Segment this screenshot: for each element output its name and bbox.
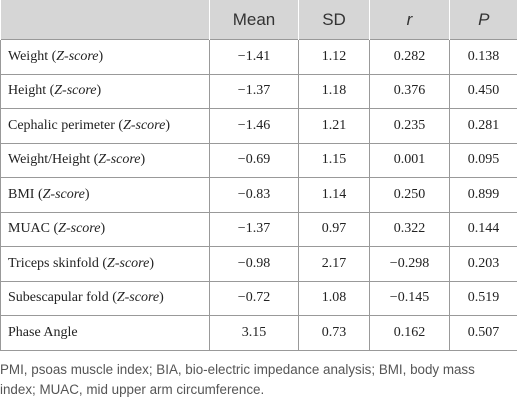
cell: 1.15 [298, 142, 370, 178]
label-part: Z-score [116, 290, 160, 306]
row-label: Height (Z-score) [0, 73, 210, 109]
cell: 0.519 [449, 280, 517, 316]
label-part: ) [98, 48, 104, 64]
cell: 0.899 [449, 177, 517, 213]
cell: 0.282 [369, 39, 450, 75]
footnote: PMI, psoas muscle index; BIA, bio-electr… [0, 361, 475, 397]
label-part: MUAC ( [8, 221, 59, 237]
cell: 1.21 [298, 108, 370, 144]
label-part: Height ( [8, 83, 55, 99]
table-row: Subescapular fold (Z-score) −0.72 1.08 −0.1… [0, 280, 517, 316]
cell: −0.69 [209, 142, 299, 178]
label-part: ) [100, 221, 106, 237]
cell: 0.97 [298, 211, 370, 247]
cell: −0.98 [209, 246, 299, 282]
label-part: Z-score [98, 152, 141, 168]
label-part: ) [96, 83, 102, 99]
label-part: Z-score [58, 221, 101, 237]
table-row: Phase Angle 3.15 0.73 0.162 0.507 [0, 315, 517, 351]
label-part: ) [140, 152, 146, 168]
cell: 0.235 [369, 108, 450, 144]
column-header: r [369, 0, 450, 40]
label-part: Z-score [54, 83, 97, 99]
row-label: Triceps skinfold (Z-score) [0, 246, 210, 282]
cell: 0.507 [449, 315, 517, 351]
label-part: ) [165, 117, 170, 133]
table-row: Weight (Z-score) −1.41 1.12 0.282 0.138 [0, 39, 517, 75]
column-header: P [449, 0, 517, 40]
cell: 0.250 [369, 177, 450, 213]
cell: 1.14 [298, 177, 370, 213]
cell: −0.72 [209, 280, 299, 316]
label-part: Z-score [107, 255, 150, 271]
row-label: Cephalic perimeter (Z-score) [0, 108, 210, 144]
data-table: Mean SD r P Weight (Z-score) −1.41 1.12 0.282 0… [0, 0, 517, 351]
cell: −1.41 [209, 39, 299, 75]
label-part: Weight ( [8, 48, 57, 64]
cell: −0.145 [369, 280, 450, 316]
label-part: Z-score [42, 186, 85, 202]
cell: −1.37 [209, 73, 299, 109]
label-part: Cephalic perimeter ( [8, 117, 124, 133]
table-row: Triceps skinfold (Z-score) −0.98 2.17 −0.29… [0, 246, 517, 282]
cell: −0.83 [209, 177, 299, 213]
label-part: Phase Angle [8, 324, 78, 340]
table-row: BMI (Z-score) −0.83 1.14 0.250 0.899 [0, 177, 517, 213]
column-header: Mean [209, 0, 299, 40]
label-part: ) [149, 255, 154, 271]
cell: −0.298 [369, 246, 450, 282]
label-part: Weight/Height ( [8, 152, 99, 168]
cell: 3.15 [209, 315, 299, 351]
label-part: Triceps skinfold ( [8, 255, 108, 271]
label-part: Subescapular fold ( [8, 290, 117, 306]
table-row: Height (Z-score) −1.37 1.18 0.376 0.450 [0, 73, 517, 109]
cell: 1.18 [298, 73, 370, 109]
column-header: SD [298, 0, 370, 40]
cell: 1.12 [298, 39, 370, 75]
row-label: BMI (Z-score) [0, 177, 210, 213]
table-row: MUAC (Z-score) −1.37 0.97 0.322 0.144 [0, 211, 517, 247]
cell: −1.37 [209, 211, 299, 247]
cell: 1.08 [298, 280, 370, 316]
header-row: Mean SD r P [0, 0, 517, 40]
row-label: MUAC (Z-score) [0, 211, 210, 247]
row-label: Subescapular fold (Z-score) [0, 280, 210, 316]
label-part: ) [84, 186, 90, 202]
cell: 0.203 [449, 246, 517, 282]
cell: 2.17 [298, 246, 370, 282]
cell: 0.73 [298, 315, 370, 351]
column-header [0, 0, 210, 40]
cell: 0.001 [369, 142, 450, 178]
label-part: Z-score [56, 48, 99, 64]
row-label: Phase Angle [0, 315, 210, 351]
cell: 0.322 [369, 211, 450, 247]
cell: 0.450 [449, 73, 517, 109]
cell: −1.46 [209, 108, 299, 144]
label-part: ) [159, 290, 164, 306]
row-label: Weight (Z-score) [0, 39, 210, 75]
cell: 0.144 [449, 211, 517, 247]
row-label: Weight/Height (Z-score) [0, 142, 210, 178]
cell: 0.095 [449, 142, 517, 178]
label-part: BMI ( [8, 186, 43, 202]
label-part: Z-score [123, 117, 166, 133]
cell: 0.281 [449, 108, 517, 144]
cell: 0.138 [449, 39, 517, 75]
cell: 0.376 [369, 73, 450, 109]
table-row: Cephalic perimeter (Z-score) −1.46 1.21 0.2… [0, 108, 517, 144]
cell: 0.162 [369, 315, 450, 351]
table-row: Weight/Height (Z-score) −0.69 1.15 0.001 0.0… [0, 142, 517, 178]
